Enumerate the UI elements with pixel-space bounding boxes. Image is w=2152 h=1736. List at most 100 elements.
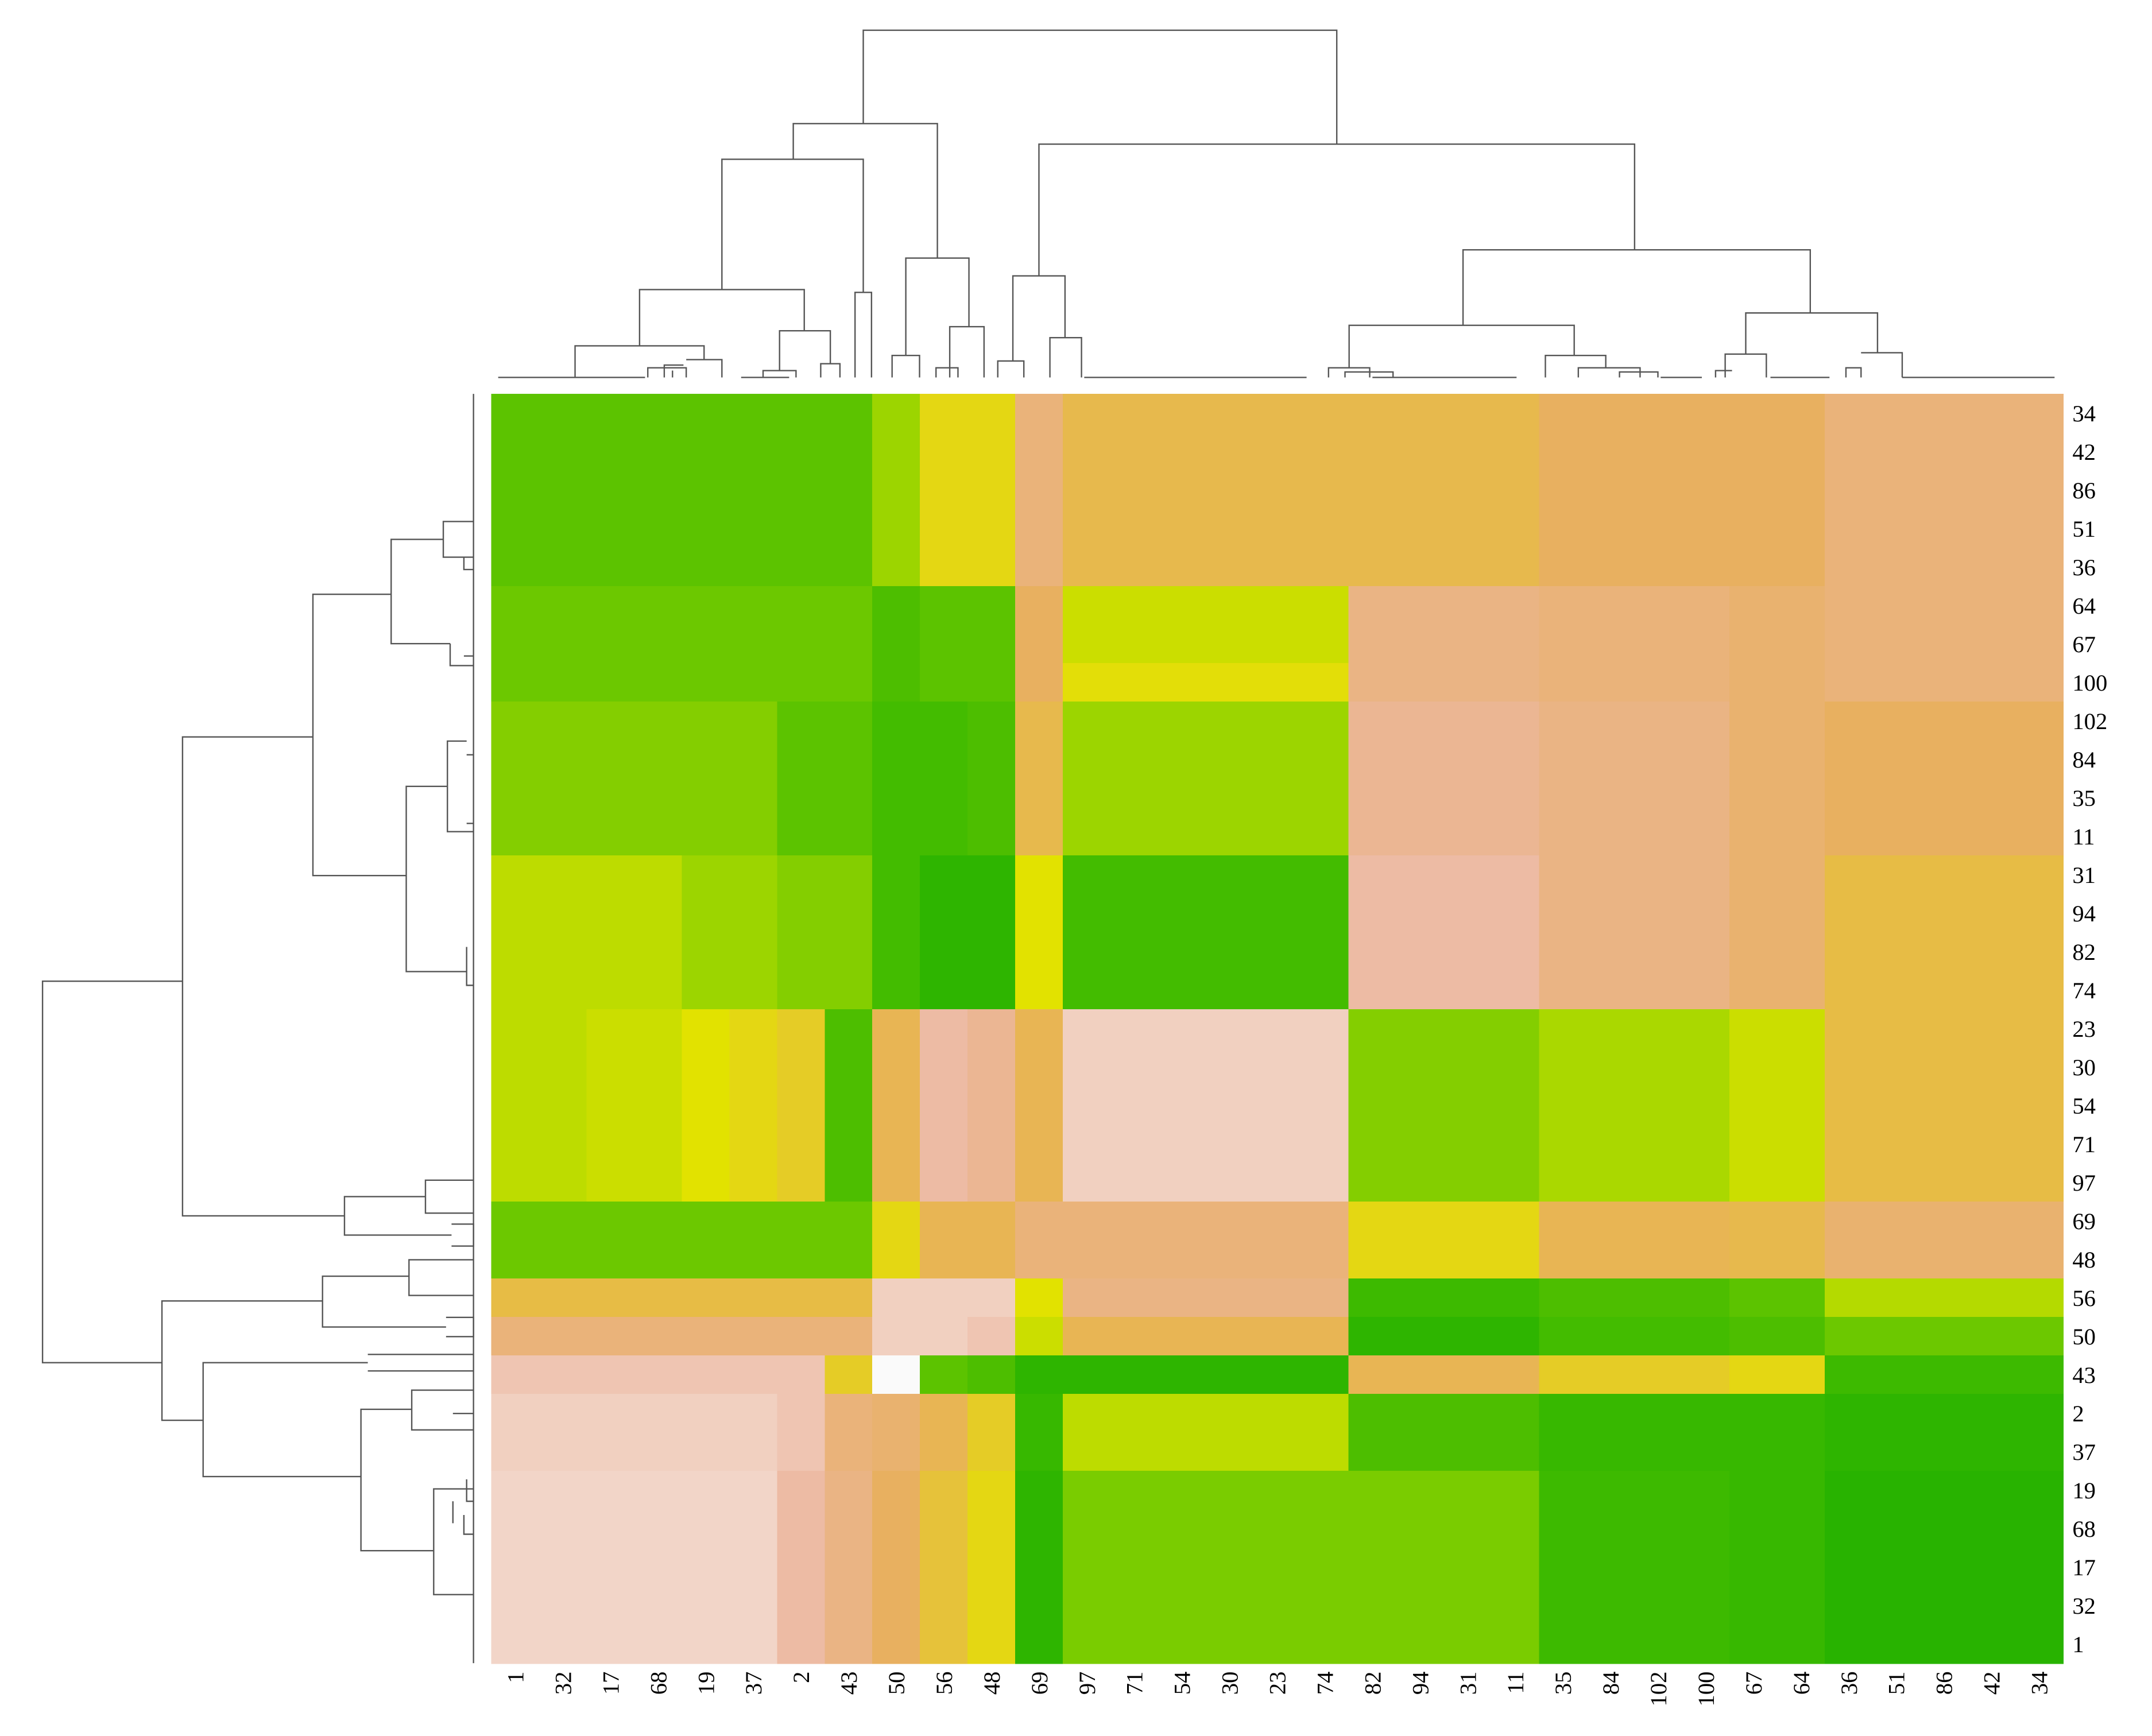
heatmap-cell bbox=[2015, 1548, 2064, 1587]
heatmap-cell bbox=[1443, 855, 1492, 895]
heatmap-cell bbox=[1586, 1086, 1635, 1126]
heatmap-cell bbox=[967, 932, 1016, 972]
heatmap-cell bbox=[1824, 855, 1874, 895]
heatmap-cell bbox=[1967, 1471, 2016, 1510]
heatmap-cell bbox=[1015, 586, 1064, 626]
heatmap-cell bbox=[1158, 1086, 1207, 1126]
heatmap-cell bbox=[1634, 432, 1683, 472]
heatmap-cell bbox=[586, 1317, 635, 1357]
y-tick-label: 37 bbox=[2072, 1439, 2096, 1465]
heatmap-cell bbox=[1062, 1355, 1112, 1395]
heatmap-cell bbox=[634, 1548, 683, 1587]
heatmap-cell bbox=[2015, 1509, 2064, 1549]
heatmap-cell bbox=[682, 1202, 730, 1241]
heatmap-cell bbox=[872, 1625, 921, 1664]
heatmap-cell bbox=[1919, 1125, 1969, 1164]
heatmap-cell bbox=[920, 1240, 969, 1280]
heatmap-cell bbox=[539, 663, 588, 703]
heatmap-cell bbox=[920, 432, 969, 472]
heatmap-cell bbox=[634, 1471, 683, 1510]
heatmap-cell bbox=[1586, 471, 1635, 510]
heatmap-cell bbox=[1443, 509, 1492, 549]
heatmap-cell bbox=[1824, 1202, 1874, 1241]
heatmap-cell bbox=[729, 1048, 778, 1087]
heatmap-cell bbox=[2015, 1125, 2064, 1164]
heatmap-cell bbox=[967, 586, 1016, 626]
heatmap-cell bbox=[1015, 1432, 1064, 1472]
heatmap-cell bbox=[967, 394, 1016, 433]
heatmap-cell bbox=[1396, 1509, 1445, 1549]
heatmap-cell bbox=[1872, 817, 1921, 857]
heatmap-cell bbox=[1348, 894, 1397, 933]
heatmap-cell bbox=[729, 740, 778, 780]
heatmap-cell bbox=[1015, 855, 1064, 895]
heatmap-cell bbox=[872, 740, 921, 780]
heatmap-cell bbox=[1158, 932, 1207, 972]
heatmap-cell bbox=[967, 971, 1016, 1010]
heatmap-cell bbox=[1682, 509, 1731, 549]
heatmap-cell bbox=[1491, 1548, 1540, 1587]
heatmap-cell bbox=[1824, 1009, 1874, 1049]
heatmap-cell bbox=[967, 1432, 1016, 1472]
heatmap-cell bbox=[1158, 548, 1207, 587]
heatmap-cell bbox=[1682, 548, 1731, 587]
heatmap-cell bbox=[1205, 663, 1255, 703]
heatmap-cell bbox=[777, 740, 826, 780]
heatmap-cell bbox=[872, 1163, 921, 1203]
heatmap-cell bbox=[634, 932, 683, 972]
heatmap-cell bbox=[1443, 1432, 1492, 1472]
heatmap-cell bbox=[1110, 1625, 1159, 1664]
heatmap-cell bbox=[920, 932, 969, 972]
heatmap-cell bbox=[1729, 1625, 1778, 1664]
heatmap-cell bbox=[920, 1202, 969, 1241]
heatmap-cell bbox=[1872, 855, 1921, 895]
heatmap-cell bbox=[1396, 1202, 1445, 1241]
heatmap-cell bbox=[1253, 1163, 1302, 1203]
heatmap-cell bbox=[1634, 663, 1683, 703]
heatmap-cell bbox=[920, 1471, 969, 1510]
heatmap-cell bbox=[1967, 1048, 2016, 1087]
heatmap-cell bbox=[1015, 817, 1064, 857]
heatmap-cell bbox=[1491, 1394, 1540, 1433]
heatmap-cell bbox=[1586, 1548, 1635, 1587]
heatmap-cell bbox=[539, 1586, 588, 1626]
heatmap-cell bbox=[1301, 1278, 1350, 1318]
heatmap-cell bbox=[1872, 971, 1921, 1010]
heatmap-cell bbox=[777, 432, 826, 472]
heatmap-cell bbox=[1586, 932, 1635, 972]
y-tick-label: 74 bbox=[2072, 978, 2096, 1003]
heatmap-cell bbox=[586, 663, 635, 703]
heatmap-cell bbox=[1062, 1048, 1112, 1087]
y-tick-label: 43 bbox=[2072, 1362, 2096, 1388]
heatmap-cell bbox=[872, 663, 921, 703]
heatmap-cell bbox=[1348, 855, 1397, 895]
heatmap-cell bbox=[1777, 740, 1826, 780]
heatmap-cell bbox=[1682, 1125, 1731, 1164]
heatmap-cell bbox=[1110, 932, 1159, 972]
heatmap-cell bbox=[1729, 471, 1778, 510]
heatmap-cell bbox=[1634, 625, 1683, 664]
heatmap-cell bbox=[1348, 932, 1397, 972]
heatmap-cell bbox=[1301, 932, 1350, 972]
heatmap-cell bbox=[539, 471, 588, 510]
heatmap-cell bbox=[1919, 432, 1969, 472]
heatmap-cell bbox=[1205, 1240, 1255, 1280]
y-tick-label: 19 bbox=[2072, 1478, 2096, 1504]
heatmap-cell bbox=[1634, 509, 1683, 549]
heatmap-cell bbox=[1729, 1202, 1778, 1241]
heatmap-cell bbox=[1967, 471, 2016, 510]
column-dendrogram bbox=[498, 29, 2055, 378]
heatmap-cell bbox=[491, 1240, 540, 1280]
heatmap-cell bbox=[586, 394, 635, 433]
heatmap-cell bbox=[491, 971, 540, 1010]
heatmap-cell bbox=[825, 1355, 873, 1395]
heatmap-cell bbox=[1729, 625, 1778, 664]
heatmap-cell bbox=[539, 1125, 588, 1164]
heatmap-cell bbox=[872, 1009, 921, 1049]
heatmap-cell bbox=[1682, 1471, 1731, 1510]
heatmap-cell bbox=[777, 778, 826, 818]
heatmap-cell bbox=[1396, 625, 1445, 664]
heatmap-cell bbox=[1872, 778, 1921, 818]
heatmap-cell bbox=[539, 1048, 588, 1087]
heatmap-cell bbox=[1682, 740, 1731, 780]
